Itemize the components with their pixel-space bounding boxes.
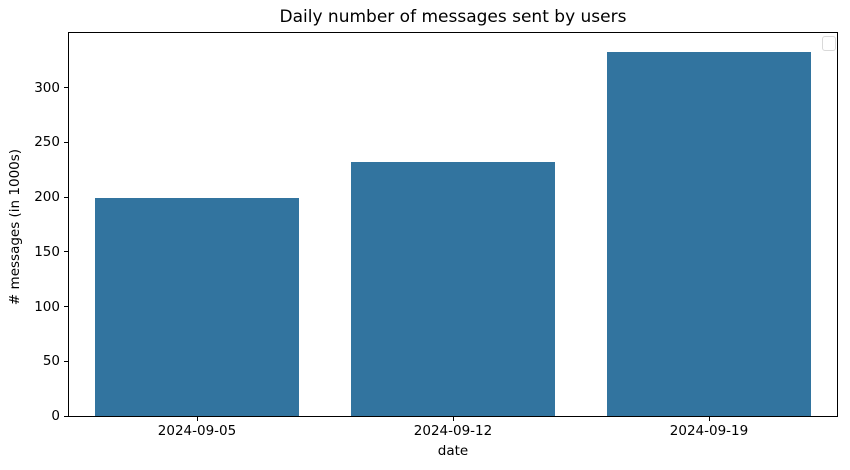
x-tick-mark xyxy=(197,417,198,421)
y-tick-label: 200 xyxy=(34,189,60,206)
x-tick-label: 2024-09-12 xyxy=(413,423,493,439)
legend-box xyxy=(822,36,836,51)
y-tick-mark xyxy=(64,360,68,362)
y-tick-label: 150 xyxy=(34,243,60,260)
plot-area: 0 50 100 150 200 250 300 2024-09-05 2024-09-12 2… xyxy=(34,32,838,439)
y-tick-mark xyxy=(64,141,68,143)
y-tick-mark xyxy=(64,251,68,253)
x-tick-label: 2024-09-19 xyxy=(669,423,749,439)
x-axis-label: date xyxy=(437,443,469,459)
y-tick-label: 50 xyxy=(42,353,60,370)
y-tick-mark xyxy=(64,196,68,198)
bar-2024-09-19 xyxy=(606,51,812,416)
y-tick-label: 300 xyxy=(34,79,60,96)
y-tick-mark xyxy=(64,415,68,417)
y-tick-mark xyxy=(64,87,68,89)
x-tick-mark xyxy=(453,417,454,421)
y-tick-label: 250 xyxy=(34,134,60,151)
y-tick-label: 100 xyxy=(34,298,60,315)
x-tick-mark xyxy=(709,417,710,421)
x-tick-label: 2024-09-05 xyxy=(157,423,237,439)
y-axis-label: # messages (in 1000s) xyxy=(7,148,23,306)
chart-title: Daily number of messages sent by users xyxy=(279,7,627,27)
bar-2024-09-05 xyxy=(94,198,300,416)
y-tick-label: 0 xyxy=(51,408,60,424)
bar-2024-09-12 xyxy=(350,162,556,416)
y-tick-mark xyxy=(64,306,68,308)
